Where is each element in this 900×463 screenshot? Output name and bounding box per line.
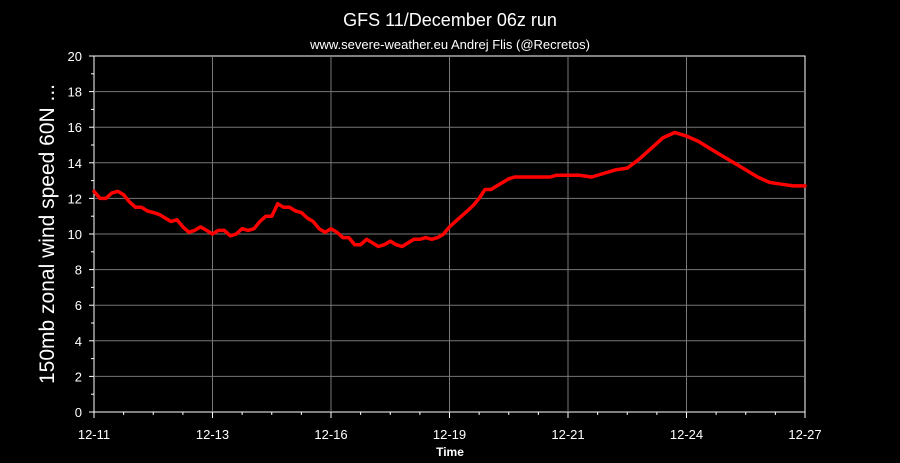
x-tick-label: 12-24 [670,427,703,442]
x-tick-label: 12-21 [551,427,584,442]
x-tick-label: 12-16 [314,427,347,442]
y-tick-label: 8 [75,263,82,278]
y-tick-label: 18 [68,85,82,100]
x-tick-label: 12-19 [433,427,466,442]
y-tick-label: 4 [75,334,82,349]
x-tick-label: 12-27 [788,427,821,442]
y-tick-label: 12 [68,191,82,206]
x-axis-ticks: 12-11 12-13 12-16 12-19 12-21 12-24 12-27 [78,412,822,442]
y-tick-label: 14 [68,156,82,171]
y-tick-label: 6 [75,298,82,313]
y-tick-label: 2 [75,369,82,384]
chart-subtitle: www.severe-weather.eu Andrej Flis (@Recr… [309,37,590,52]
x-tick-label: 12-13 [196,427,229,442]
y-tick-label: 10 [68,227,82,242]
y-axis-ticks: 0 2 4 6 8 10 12 14 16 18 20 [68,49,94,420]
x-axis-label: Time [436,445,464,459]
chart-title: GFS 11/December 06z run [343,10,557,30]
x-tick-label: 12-11 [78,427,110,442]
y-tick-label: 16 [68,120,82,135]
y-tick-label: 0 [75,405,82,420]
y-tick-label: 20 [68,49,82,64]
y-axis-label: 150mb zonal wind speed 60N ... [36,84,59,384]
